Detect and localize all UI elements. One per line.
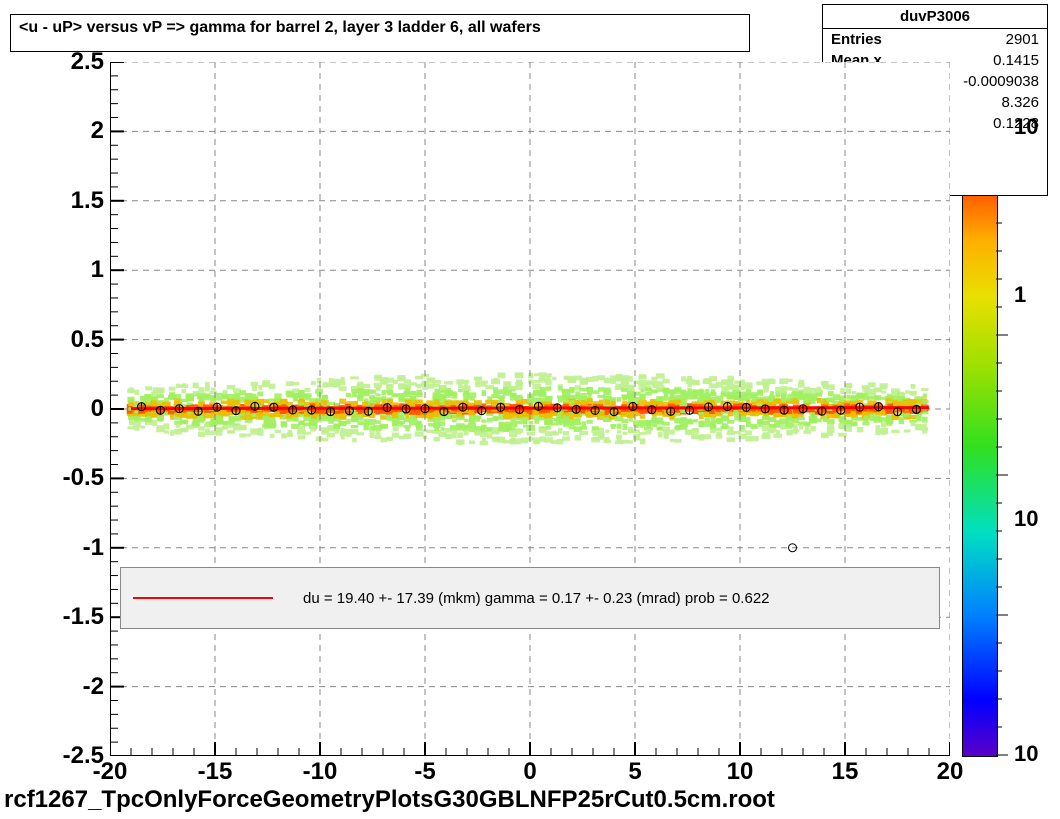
axis-tick-label: 5 (605, 758, 665, 786)
axis-tick-label: -1.5 (44, 603, 104, 631)
axis-tick-label: 0 (44, 395, 104, 423)
axis-tick-label: 2 (44, 117, 104, 145)
plot-area (110, 62, 950, 756)
axis-tick-label: 15 (815, 758, 875, 786)
stats-title: duvP3006 (823, 5, 1047, 29)
palette-tick-label: 10 (1014, 114, 1038, 140)
axis-tick-label: 1.5 (44, 187, 104, 215)
axis-tick-label: -2 (44, 673, 104, 701)
color-palette (962, 195, 998, 757)
stats-value: 8.326 (1001, 94, 1039, 111)
stats-label: Entries (831, 31, 882, 48)
fit-legend-text: du = 19.40 +- 17.39 (mkm) gamma = 0.17 +… (303, 590, 770, 607)
axis-tick-label: 20 (920, 758, 980, 786)
axis-tick-label: -5 (395, 758, 455, 786)
axis-tick-label: -0.5 (44, 464, 104, 492)
plot-title: <u - uP> versus vP => gamma for barrel 2… (19, 19, 541, 36)
plot-title-box: <u - uP> versus vP => gamma for barrel 2… (10, 14, 750, 52)
stats-row: Entries 2901 (823, 29, 1047, 50)
stats-value: -0.0009038 (963, 73, 1039, 90)
axis-tick-label: 2.5 (44, 48, 104, 76)
fit-legend-box: du = 19.40 +- 17.39 (mkm) gamma = 0.17 +… (120, 567, 940, 629)
palette-tick-label: 1 (1014, 282, 1026, 308)
axis-tick-label: -15 (185, 758, 245, 786)
stats-value: 0.1415 (993, 52, 1039, 69)
footer-filename: rcf1267_TpcOnlyForceGeometryPlotsG30GBLN… (4, 786, 775, 814)
axis-tick-label: -10 (290, 758, 350, 786)
fit-legend-line (133, 597, 273, 599)
axis-tick-label: 0.5 (44, 326, 104, 354)
axis-tick-label: -20 (80, 758, 140, 786)
axis-tick-label: 1 (44, 256, 104, 284)
axis-tick-label: -1 (44, 534, 104, 562)
axis-tick-label: 0 (500, 758, 560, 786)
stats-value: 2901 (1006, 31, 1039, 48)
plot-svg (110, 62, 950, 756)
palette-tick-label: 10 (1014, 506, 1038, 532)
axis-tick-label: 10 (710, 758, 770, 786)
palette-tick-label: 10 (1014, 741, 1038, 767)
